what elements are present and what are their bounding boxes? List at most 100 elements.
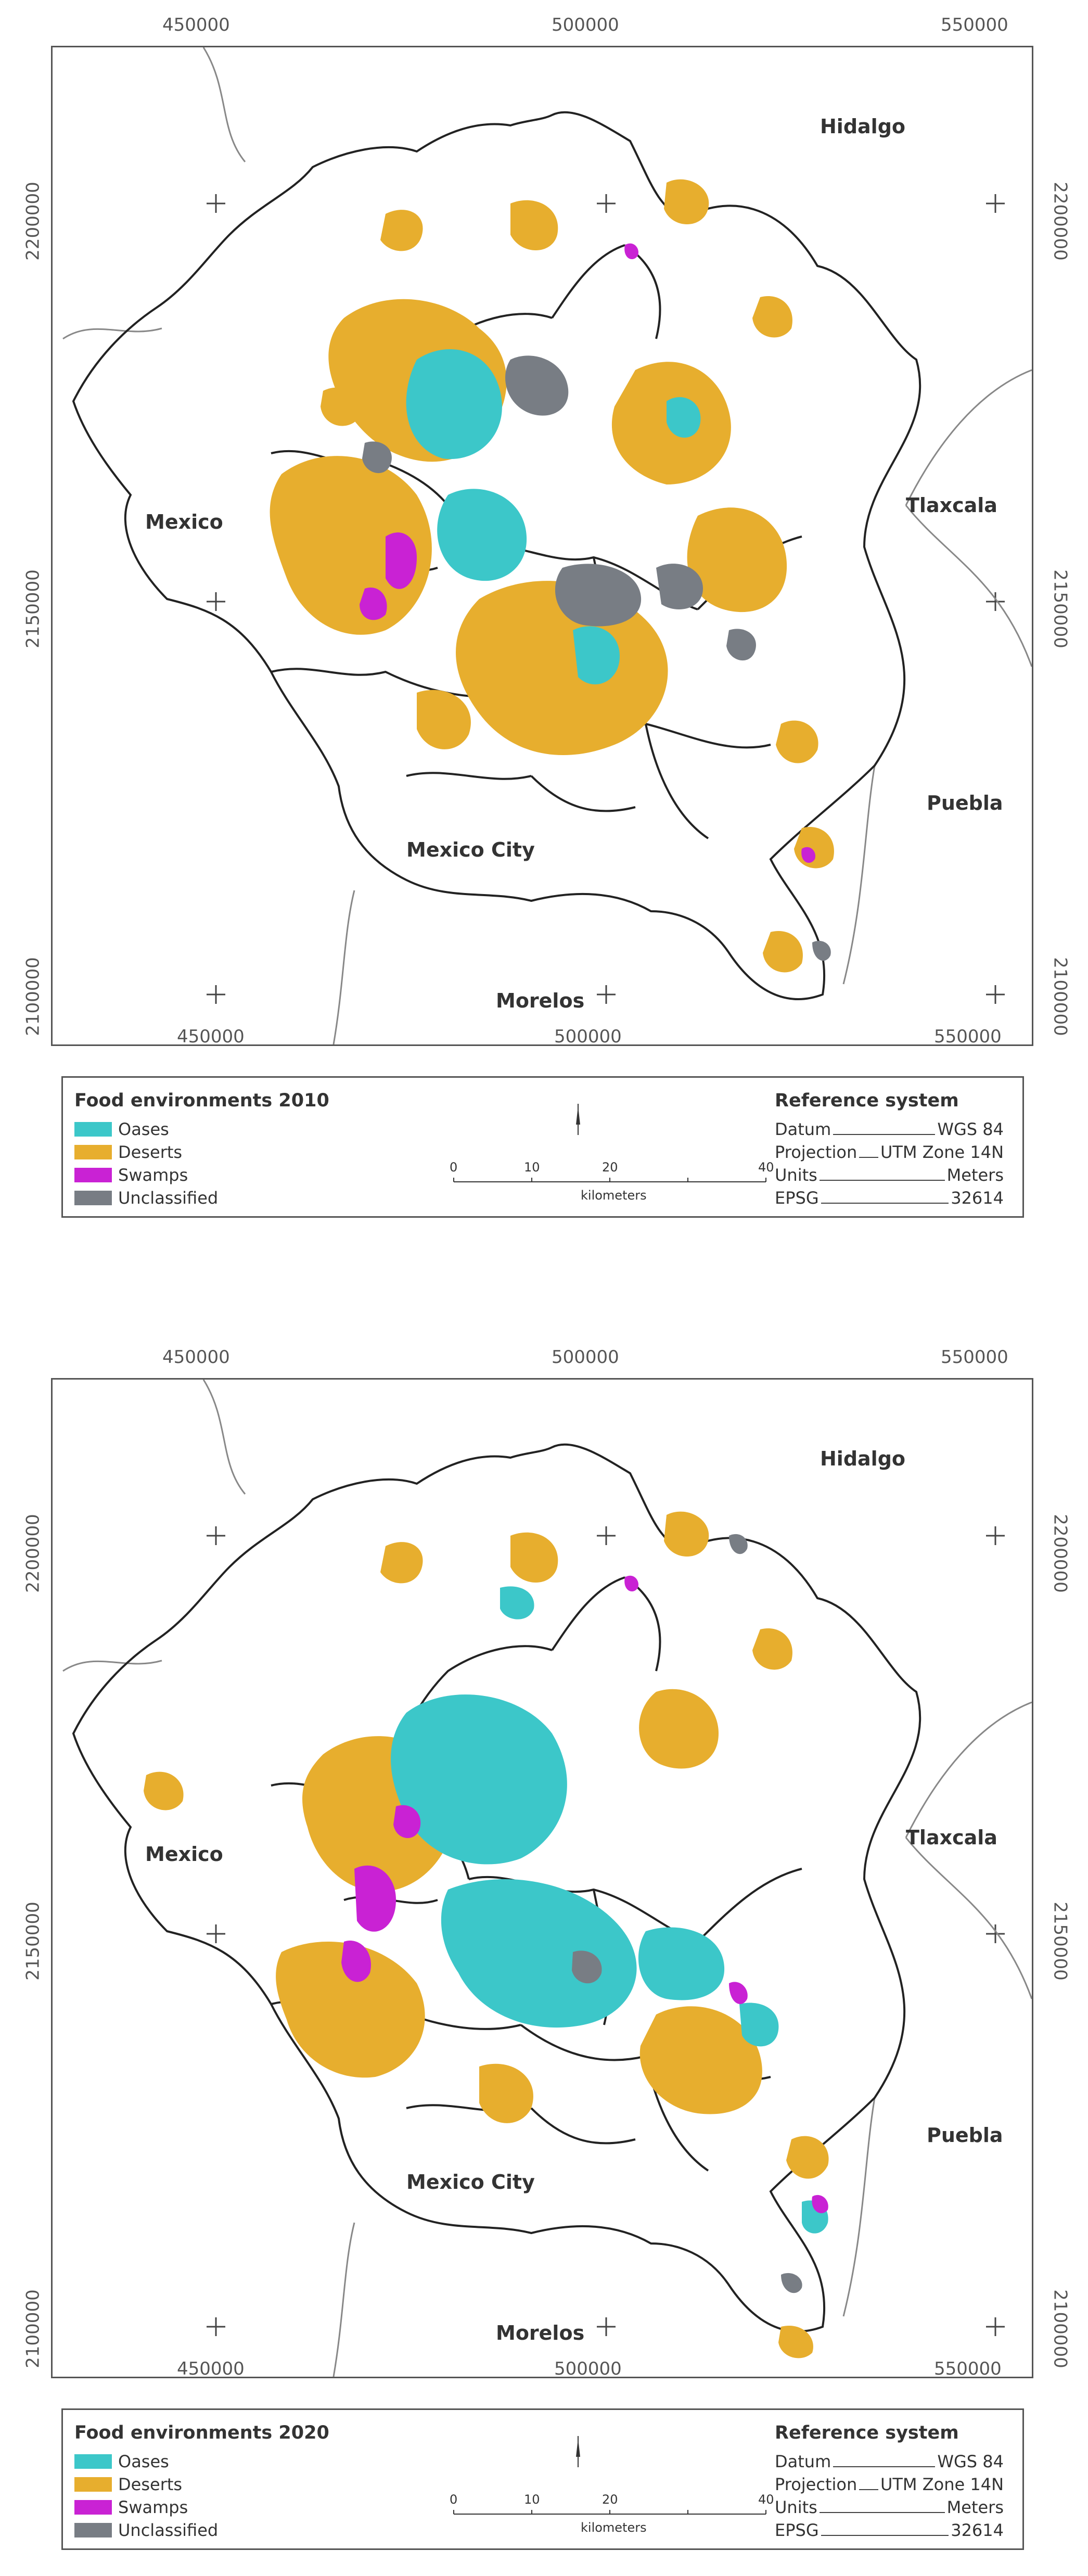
unclassified-patches (572, 1534, 802, 2293)
oases-patches (391, 1586, 828, 2234)
legend-label: Swamps (118, 1165, 188, 1185)
legend-title: Food environments 2020 (74, 2422, 329, 2443)
legend-label: Deserts (118, 1142, 183, 1162)
deserts-patches (270, 179, 834, 973)
bottom-tick-550000: 550000 (934, 2358, 1002, 2379)
legend-swatch-oases (74, 2454, 112, 2469)
ref-value: 32614 (951, 2520, 1004, 2540)
ref-value: WGS 84 (937, 1119, 1004, 1139)
place-mexico: Mexico (145, 1843, 223, 1866)
ref-leader (833, 1134, 936, 1135)
right-tick-2150000: 2150000 (1049, 1902, 1071, 1981)
ref-leader (821, 1203, 949, 1204)
map-canvas-2010 (62, 47, 1032, 1044)
bottom-tick-450000: 450000 (177, 1026, 245, 1047)
legend-label: Oases (118, 2452, 169, 2471)
left-tick-2150000: 2150000 (22, 569, 44, 648)
legend-2010: Food environments 2010 Oases Deserts Swa… (61, 1076, 1024, 1218)
map-frame-2010: Hidalgo Mexico Tlaxcala Puebla Mexico Ci… (51, 46, 1033, 1046)
ref-key: EPSG (775, 2520, 819, 2540)
state-borders (62, 47, 1032, 1044)
bottom-tick-500000: 500000 (554, 1026, 622, 1047)
ref-leader (821, 2535, 949, 2536)
top-tick-550000: 550000 (941, 1347, 1008, 1368)
ref-key: Datum (775, 2452, 831, 2471)
reference-row-units: Units Meters (775, 1165, 1004, 1185)
top-tick-450000: 450000 (162, 15, 230, 35)
bottom-tick-450000: 450000 (177, 2358, 245, 2379)
ref-leader (859, 1157, 878, 1158)
scale-bar: 0 10 20 40 kilometers (386, 1104, 774, 1208)
top-tick-500000: 500000 (552, 1347, 619, 1368)
left-tick-2100000: 2100000 (22, 2289, 44, 2368)
map-panel-2020: 450000 500000 550000 2200000 2150000 210… (0, 1332, 1088, 2576)
place-morelos: Morelos (496, 2322, 585, 2344)
ref-leader (819, 1180, 945, 1181)
ref-value: UTM Zone 14N (880, 1142, 1004, 1162)
place-hidalgo: Hidalgo (820, 115, 906, 138)
scale-tick-40: 40 (758, 2492, 774, 2507)
legend-2020: Food environments 2020 Oases Deserts Swa… (61, 2408, 1024, 2550)
scale-tick-40: 40 (758, 1160, 774, 1175)
reference-row-projection: Projection UTM Zone 14N (775, 1142, 1004, 1162)
swamps-patches (360, 243, 815, 863)
legend-label: Swamps (118, 2497, 188, 2517)
legend-item-unclassified: Unclassified (74, 1188, 218, 1208)
scale-unit: kilometers (581, 1188, 647, 1203)
legend-swatch-unclassified (74, 2523, 112, 2537)
ref-value: Meters (946, 2497, 1004, 2517)
reference-title: Reference system (775, 1090, 959, 1111)
legend-swatch-swamps (74, 2500, 112, 2515)
right-tick-2200000: 2200000 (1049, 182, 1071, 261)
legend-label: Unclassified (118, 2520, 219, 2540)
legend-swatch-oases (74, 1122, 112, 1137)
scale-graphic (453, 2436, 766, 2515)
scale-tick-0: 0 (450, 1160, 458, 1175)
place-mexico-city: Mexico City (406, 838, 535, 861)
scale-tick-20: 20 (602, 1160, 618, 1175)
scale-tick-0: 0 (450, 2492, 458, 2507)
ref-key: Datum (775, 1119, 831, 1139)
top-tick-500000: 500000 (552, 15, 619, 35)
place-puebla: Puebla (927, 792, 1003, 814)
reference-row-epsg: EPSG 32614 (775, 1188, 1004, 1208)
place-puebla: Puebla (927, 2124, 1003, 2147)
state-borders (62, 1380, 1032, 2377)
legend-item-oases: Oases (74, 2452, 169, 2471)
place-mexico: Mexico (145, 511, 223, 533)
top-tick-550000: 550000 (941, 15, 1008, 35)
legend-item-swamps: Swamps (74, 2497, 188, 2517)
scale-tick-10: 10 (524, 1160, 540, 1175)
map-canvas-2020 (62, 1380, 1032, 2377)
left-tick-2200000: 2200000 (22, 182, 44, 261)
legend-item-oases: Oases (74, 1119, 169, 1139)
right-tick-2200000: 2200000 (1049, 1514, 1071, 1593)
reference-row-datum: Datum WGS 84 (775, 2452, 1004, 2471)
ref-value: Meters (946, 1165, 1004, 1185)
ref-key: EPSG (775, 1188, 819, 1208)
legend-swatch-swamps (74, 1168, 112, 1182)
scale-tick-20: 20 (602, 2492, 618, 2507)
ref-key: Projection (775, 2475, 857, 2494)
ref-leader (819, 2512, 945, 2513)
right-tick-2150000: 2150000 (1049, 569, 1071, 648)
oases-patches (406, 349, 701, 685)
scale-bar: 0 10 20 40 kilometers (386, 2436, 774, 2540)
reference-title: Reference system (775, 2422, 959, 2443)
bottom-tick-550000: 550000 (934, 1026, 1002, 1047)
place-tlaxcala: Tlaxcala (906, 494, 997, 517)
right-tick-2100000: 2100000 (1049, 2289, 1071, 2368)
legend-swatch-unclassified (74, 1191, 112, 1205)
scale-unit: kilometers (581, 2520, 647, 2535)
place-hidalgo: Hidalgo (820, 1447, 906, 1470)
left-tick-2200000: 2200000 (22, 1514, 44, 1593)
legend-item-unclassified: Unclassified (74, 2520, 218, 2540)
legend-item-deserts: Deserts (74, 2475, 182, 2494)
legend-title: Food environments 2010 (74, 1090, 329, 1111)
swamps-patches (341, 1575, 828, 2213)
ref-value: 32614 (951, 1188, 1004, 1208)
place-morelos: Morelos (496, 989, 585, 1012)
map-frame-2020: Hidalgo Mexico Tlaxcala Puebla Mexico Ci… (51, 1378, 1033, 2378)
unclassified-patches (362, 355, 831, 961)
place-mexico-city: Mexico City (406, 2171, 535, 2194)
